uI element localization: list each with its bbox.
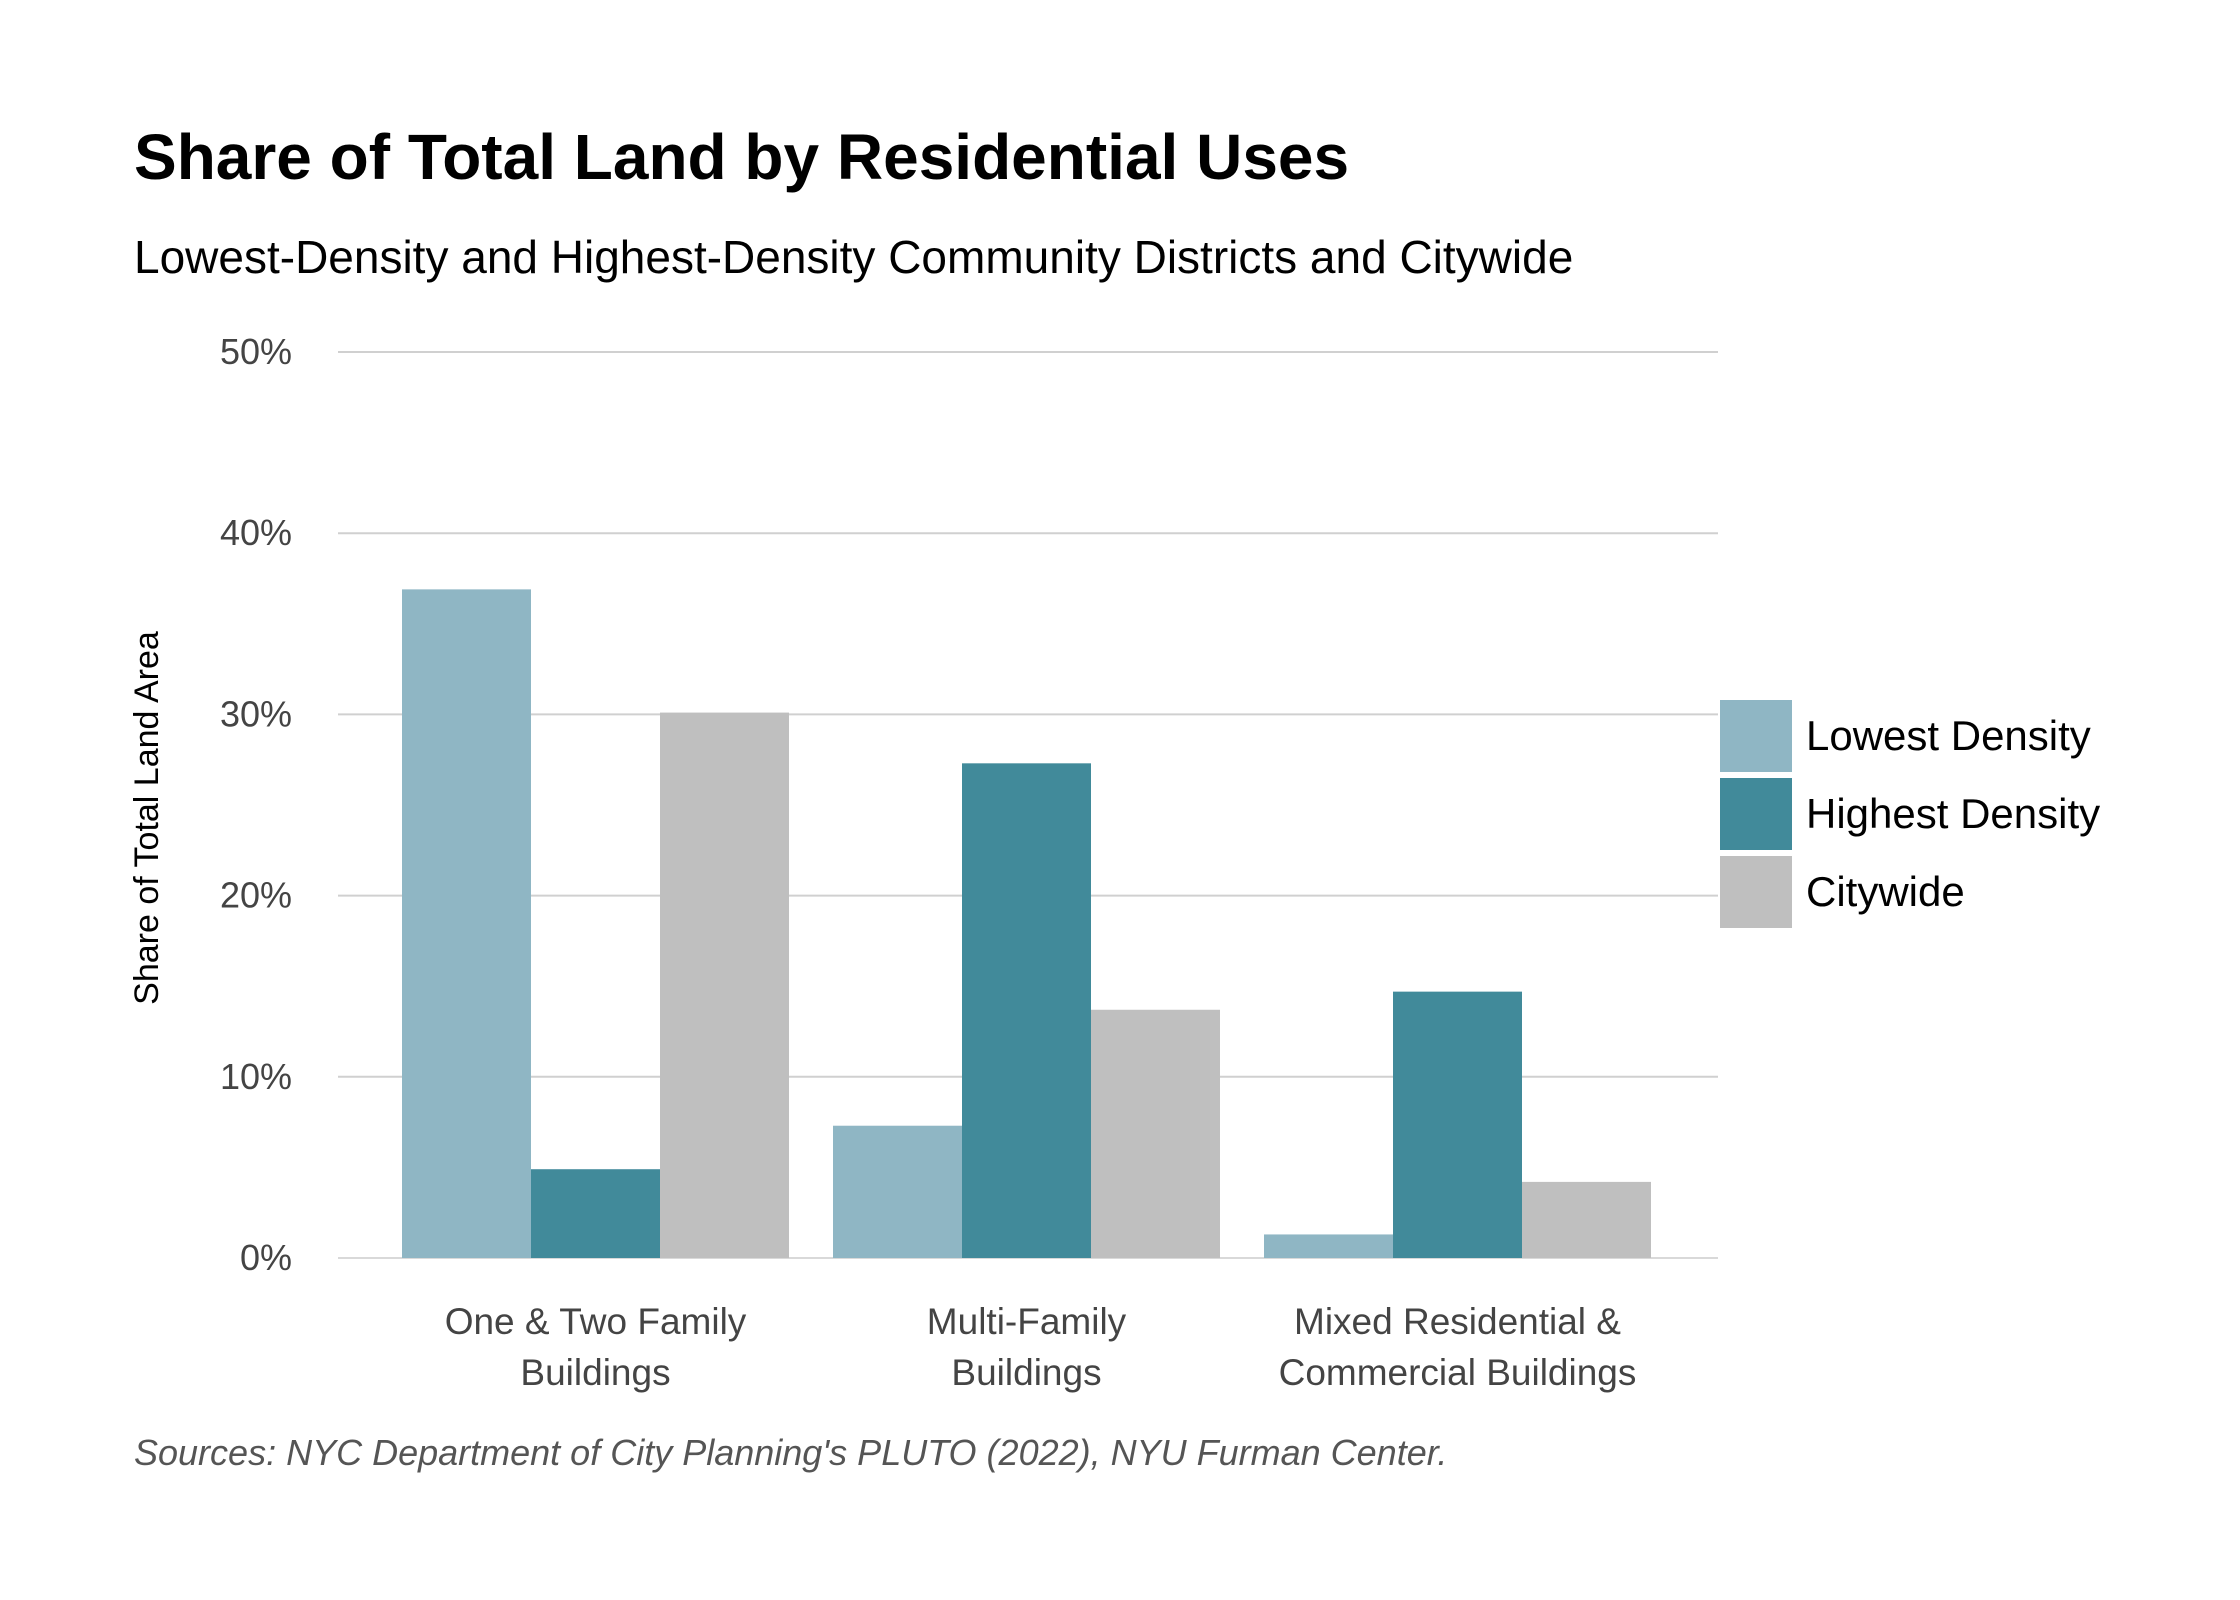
y-tick-label: 20% <box>220 875 292 916</box>
source-note: Sources: NYC Department of City Planning… <box>134 1432 1448 1473</box>
chart-title: Share of Total Land by Residential Uses <box>134 121 1350 193</box>
y-tick-label: 30% <box>220 693 292 734</box>
legend-swatch-citywide <box>1720 856 1792 928</box>
y-tick-label: 10% <box>220 1056 292 1097</box>
x-axis-categories: One & Two Family Buildings Multi-Family Bui… <box>445 1301 1637 1393</box>
y-tick-label: 40% <box>220 512 292 553</box>
legend: Lowest Density Highest Density Citywide <box>1720 697 2100 931</box>
legend-swatch-lowest-density <box>1720 700 1792 772</box>
bar-lowest-density-mixed-residential <box>1264 1234 1393 1258</box>
legend-label-lowest-density: Lowest Density <box>1806 712 2091 759</box>
x-category-label: Buildings <box>951 1352 1101 1393</box>
bar-lowest-density-multi-family <box>833 1125 962 1258</box>
bar-citywide-one-two-family <box>660 712 789 1258</box>
bar-highest-density-multi-family <box>962 763 1091 1258</box>
bar-citywide-multi-family <box>1091 1009 1220 1258</box>
bar-highest-density-mixed-residential <box>1393 991 1522 1258</box>
x-category-label: Buildings <box>520 1352 670 1393</box>
bar-lowest-density-one-two-family <box>402 589 531 1258</box>
legend-label-highest-density: Highest Density <box>1806 790 2101 837</box>
legend-item-highest-density: Highest Density <box>1720 775 2100 853</box>
legend-item-citywide: Citywide <box>1720 853 2100 931</box>
x-category-label: Commercial Buildings <box>1279 1352 1637 1393</box>
legend-swatch-highest-density <box>1720 778 1792 850</box>
y-axis-ticks: 0% 10% 20% 30% 40% 50% <box>220 331 292 1278</box>
bar-highest-density-one-two-family <box>531 1169 660 1258</box>
bars <box>402 589 1651 1258</box>
bar-citywide-mixed-residential <box>1522 1181 1651 1258</box>
chart-subtitle: Lowest-Density and Highest-Density Commu… <box>134 231 1574 283</box>
legend-label-citywide: Citywide <box>1806 868 1965 915</box>
y-axis-title: Share of Total Land Area <box>128 631 166 1005</box>
x-category-label: One & Two Family <box>445 1301 747 1342</box>
legend-item-lowest-density: Lowest Density <box>1720 697 2100 775</box>
y-tick-label: 0% <box>240 1237 292 1278</box>
x-category-label: Multi-Family <box>927 1301 1127 1342</box>
y-tick-label: 50% <box>220 331 292 372</box>
x-category-label: Mixed Residential & <box>1294 1301 1621 1342</box>
